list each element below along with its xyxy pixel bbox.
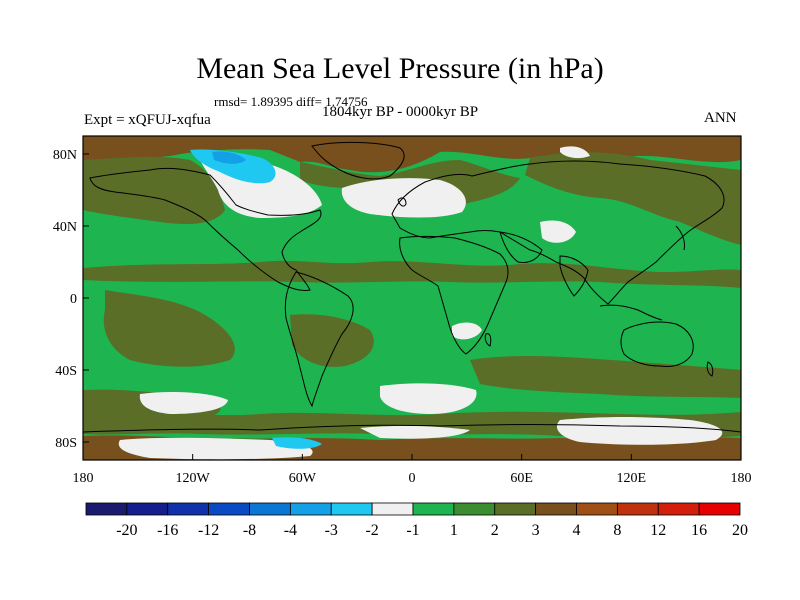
field-weddell-low [360, 425, 470, 439]
colorbar-swatch [289, 502, 332, 516]
field-arabia-low [540, 220, 576, 243]
colorbar-swatch [616, 502, 659, 516]
axis-ticks [82, 153, 742, 460]
colorbar-label: -2 [365, 522, 378, 539]
coast-australia [620, 321, 694, 367]
colorbar-label: -4 [284, 522, 297, 539]
colorbar-swatch [371, 502, 414, 516]
lat-label: 40S [55, 364, 77, 379]
field-africa-low [452, 322, 482, 340]
field-antarctic-neg [272, 437, 322, 449]
colorbar-label: 1 [450, 522, 458, 539]
colorbar-label: -1 [406, 522, 419, 539]
colorbar-swatch [330, 502, 373, 516]
coast-antarctica [83, 424, 741, 433]
colorbar-swatch [167, 502, 210, 516]
field-tropic-band-north [83, 260, 741, 288]
field-ross-low [556, 417, 723, 445]
coast-north-america [89, 167, 322, 291]
coast-madagascar [484, 333, 492, 347]
colorbar-label: 3 [532, 522, 540, 539]
lat-label: 80S [55, 436, 77, 451]
chart-title: Mean Sea Level Pressure (in hPa) [196, 52, 604, 85]
coast-india [559, 255, 589, 297]
lon-label: 0 [409, 471, 416, 486]
coast-africa [399, 236, 509, 355]
coastlines [83, 141, 741, 433]
colorbar-label: 2 [491, 522, 499, 539]
colorbar-label: 12 [650, 522, 666, 539]
colorbar-swatch [453, 502, 496, 516]
coast-south-america [284, 271, 354, 408]
coast-indonesia [599, 304, 663, 321]
colorbar-label: -12 [198, 522, 219, 539]
field-s-atlantic [290, 314, 374, 367]
lon-label: 60W [289, 471, 317, 486]
field-s-pacific-low [139, 392, 228, 414]
lat-label: 0 [70, 292, 77, 307]
coast-arabia [499, 231, 543, 263]
field-kara-low [560, 146, 590, 159]
colorbar-swatch [657, 502, 700, 516]
coast-greenland [311, 141, 405, 180]
field-e-pacific [103, 290, 235, 367]
colorbar-label: -20 [116, 522, 137, 539]
field-s-indian [470, 356, 741, 398]
lon-label: 120E [617, 471, 647, 486]
colorbar-label: 4 [573, 522, 581, 539]
colorbar-swatch [576, 502, 618, 516]
coast-uk [397, 197, 407, 207]
lon-label: 120W [176, 471, 211, 486]
pressure-field [83, 136, 741, 460]
lon-label: 180 [73, 471, 94, 486]
coast-japan [675, 225, 685, 251]
colorbar-label: -8 [243, 522, 256, 539]
colorbar-swatch [208, 502, 250, 516]
colorbar-swatch [249, 502, 291, 516]
lon-label: 60E [510, 471, 533, 486]
colorbar-label: -3 [325, 522, 338, 539]
field-s-atlantic-low [380, 383, 477, 414]
stats-line: rmsd= 1.89395 diff= 1.74756 [214, 94, 368, 109]
colorbar-legend: -20 -16 -12 -8 -4 -3 -2 -1 1 2 3 4 8 12 16 20 [85, 502, 748, 539]
colorbar-label: 20 [732, 522, 748, 539]
lat-label: 80N [53, 148, 77, 163]
colorbar-label: 16 [691, 522, 707, 539]
colorbar-swatch [85, 502, 128, 516]
field-arctic-neg [212, 151, 246, 164]
colorbar-swatch [412, 502, 455, 516]
lon-label: 180 [731, 471, 752, 486]
colorbar-swatch [698, 502, 741, 516]
field-arctic-high [83, 136, 741, 173]
colorbar-label: 8 [613, 522, 621, 539]
coast-eurasia [391, 160, 725, 305]
colorbar-swatch [494, 502, 537, 516]
coast-new-zealand [706, 361, 714, 377]
colorbar-swatch [126, 502, 169, 516]
colorbar-label: -16 [157, 522, 178, 539]
colorbar-swatch [535, 502, 577, 516]
lat-label: 40N [53, 220, 77, 235]
field-canada-neg [190, 149, 276, 184]
experiment-label: Expt = xQFUJ-xqfua [84, 112, 211, 128]
axis-labels: 80N 40N 0 40S 80S 180 120W 60W 0 60E 120E 180 [53, 148, 752, 486]
period-label: 1804kyr BP - 0000kyr BP [322, 104, 479, 120]
season-label: ANN [704, 110, 737, 126]
field-n-asia [525, 152, 741, 245]
field-antarctic-low [118, 437, 313, 460]
